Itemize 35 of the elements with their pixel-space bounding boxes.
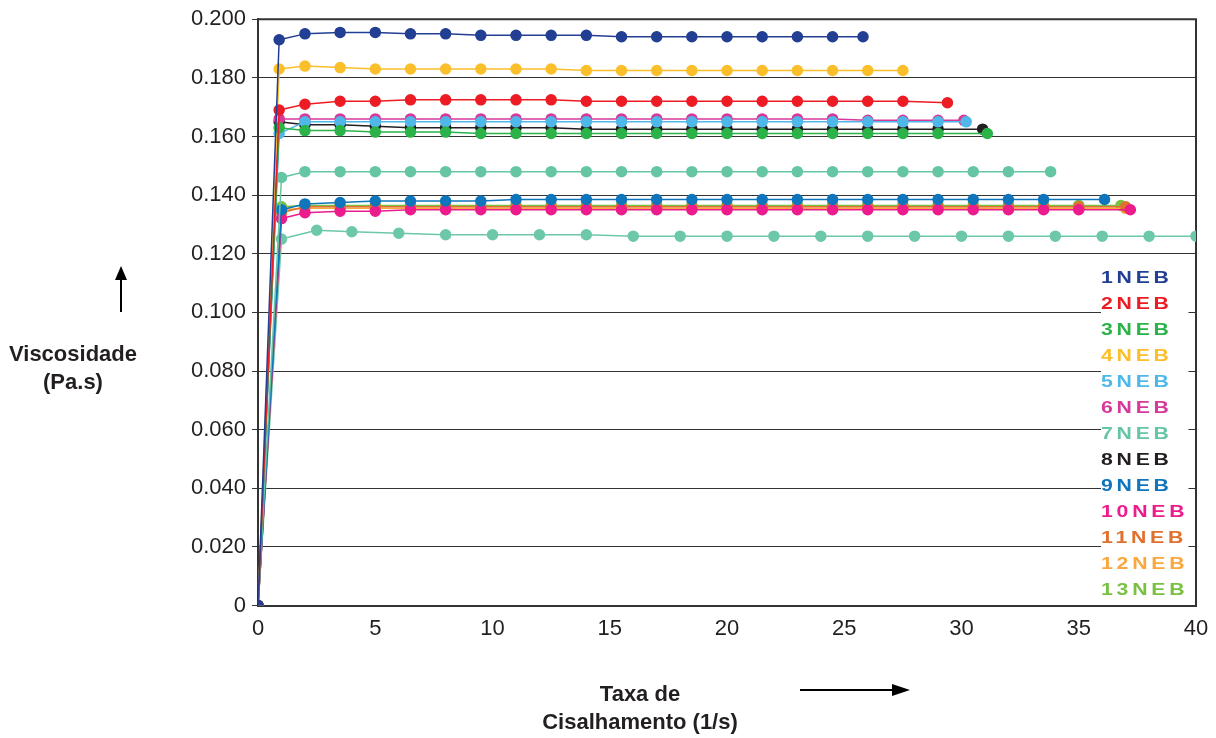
x-tick-label: 15 [597,614,623,640]
y-tick-label: 0.020 [190,533,247,559]
text: 8NEB [1101,449,1174,471]
text: 3NEB [1101,319,1174,341]
x-tick-label: 10 [480,614,505,640]
text: 11NEB [1101,527,1189,549]
text: 12NEB [1101,553,1189,575]
y-tick-label: 0.140 [190,181,247,207]
y-tick-label: 0.080 [190,357,247,383]
x-tick-label: 5 [369,614,382,640]
text: 1NEB [1101,267,1174,289]
y-tick-label: 0.200 [190,5,247,31]
text: 4NEB [1101,345,1174,367]
x-tick-label: 40 [1183,614,1209,640]
y-tick-label: 0.040 [190,474,247,500]
y-tick-label: 0 [233,591,247,617]
text: 7NEB [1101,423,1174,445]
text: 6NEB [1101,397,1174,419]
y-axis-title: Viscosidade (Pa.s) [8,340,138,396]
text: 10NEB [1101,501,1189,523]
x-axis-title: Taxa de Cisalhamento (1/s) [541,680,739,736]
x-tick-label: 30 [949,614,974,640]
x-tick-label: 35 [1066,614,1091,640]
x-tick-label: 0 [251,614,265,640]
y-tick-label: 0.060 [190,415,247,441]
text: 2NEB [1101,293,1174,315]
x-tick-label: 20 [714,614,740,640]
text: 9NEB [1101,475,1174,497]
y-tick-label: 0.120 [190,239,247,265]
y-tick-label: 0.160 [190,122,247,148]
y-tick-label: 0.180 [190,63,247,89]
text: 5NEB [1101,371,1174,393]
x-tick-label: 25 [832,614,857,640]
text: 13NEB [1101,579,1189,601]
y-tick-label: 0.100 [190,298,247,324]
